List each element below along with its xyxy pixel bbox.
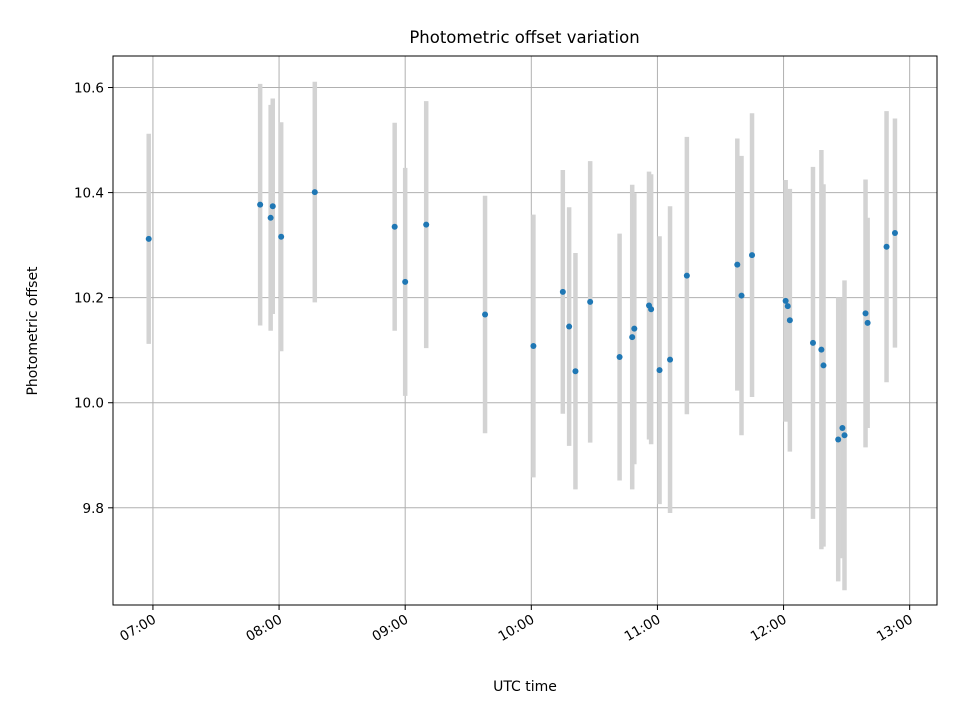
data-point-11 [559,288,566,295]
data-point-10 [530,342,537,349]
data-point-22 [683,272,690,279]
x-axis-ticks: 07:00 08:00 09:00 10:00 11:00 12:00 13:00 [117,605,916,645]
y-tick-label-2: 10.2 [74,291,104,307]
x-tick-label-1: 08:00 [243,612,285,645]
data-point-13 [572,368,579,375]
data-point-8 [423,221,430,228]
y-tick-label-1: 10.0 [74,396,104,412]
data-point-33 [839,424,846,431]
data-point-26 [782,297,789,304]
data-point-16 [629,334,636,341]
x-tick-label-2: 09:00 [369,612,411,645]
data-point-0 [145,235,152,242]
data-point-30 [818,346,825,353]
y-tick-label-4: 10.6 [74,81,104,97]
data-point-5 [311,189,318,196]
data-point-9 [482,311,489,318]
data-point-20 [656,367,663,374]
error-bars [146,81,898,591]
y-axis-ticks: 9.8 10.0 10.2 10.4 10.6 [74,81,113,517]
data-point-1 [257,201,264,208]
data-point-14 [587,298,594,305]
data-point-37 [883,243,890,250]
x-tick-label-4: 11:00 [622,612,664,645]
y-axis-label: Photometric offset [25,266,41,396]
data-point-35 [862,310,869,317]
data-point-12 [566,323,573,330]
data-point-15 [616,354,623,361]
data-point-24 [738,292,745,299]
data-point-21 [667,356,674,363]
x-tick-label-3: 10:00 [496,612,538,645]
data-point-7 [402,278,409,285]
data-point-29 [809,339,816,346]
x-tick-label-6: 13:00 [874,612,916,645]
data-point-23 [734,261,741,268]
data-point-28 [786,317,793,324]
x-axis-label: UTC time [493,679,557,695]
data-point-2 [267,214,274,221]
data-point-17 [631,325,638,332]
y-tick-label-0: 9.8 [83,501,104,517]
data-point-36 [864,319,871,326]
y-tick-label-3: 10.4 [74,186,104,202]
plot-frame [112,55,938,606]
data-point-32 [835,436,842,443]
data-points [145,189,898,443]
x-tick-label-5: 12:00 [748,612,790,645]
data-point-6 [391,223,398,230]
data-point-38 [891,230,898,237]
data-point-3 [269,203,276,210]
data-point-31 [820,362,827,369]
data-point-34 [841,432,848,439]
data-point-25 [749,252,756,259]
data-point-4 [278,233,285,240]
x-tick-label-0: 07:00 [117,612,159,645]
data-point-19 [648,306,655,313]
data-point-27 [784,303,791,310]
chart-title: Photometric offset variation [409,28,639,47]
